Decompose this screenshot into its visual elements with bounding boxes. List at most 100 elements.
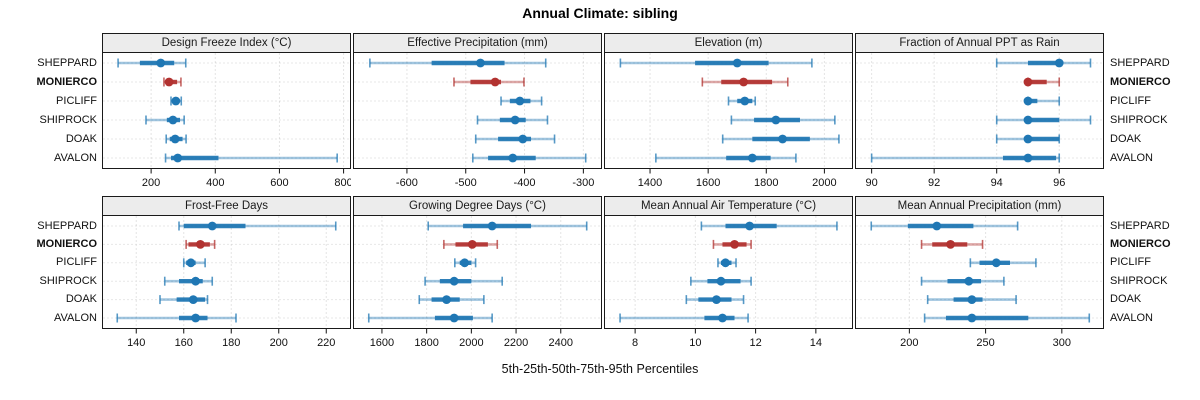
series-elevation-avalon xyxy=(655,153,797,163)
series-mean-annual-precipitation-monierco xyxy=(920,239,984,249)
x-tick-label: 140 xyxy=(127,337,145,349)
station-label-right-sheppard-row1: SHEPPARD xyxy=(1110,56,1170,69)
series-elevation-doak xyxy=(721,134,840,144)
station-label-right-shiprock-row2: SHIPROCK xyxy=(1110,274,1168,287)
series-design-freeze-index-monierco xyxy=(163,77,182,87)
x-tick-label: 1400 xyxy=(638,177,662,189)
x-tick-label: 200 xyxy=(142,177,160,189)
panel-plot-design-freeze-index: 200 400 600 800 xyxy=(102,52,351,189)
panel-fraction-of-annual-ppt-as-rain: Fraction of Annual PPT as Rain 90 92 94 96 xyxy=(855,33,1104,193)
x-tick-label: 180 xyxy=(222,337,240,349)
x-tick-label: 220 xyxy=(317,337,335,349)
series-fraction-of-annual-ppt-as-rain-sheppard xyxy=(995,58,1092,68)
x-tick-label: 160 xyxy=(175,337,193,349)
panel-plot-fraction-of-annual-ppt-as-rain: 90 92 94 96 xyxy=(855,52,1104,189)
station-label-left-sheppard-row1: SHEPPARD xyxy=(37,56,97,69)
x-tick-label: 2000 xyxy=(812,177,836,189)
series-growing-degree-days-shiprock xyxy=(424,276,503,286)
x-tick-label: 8 xyxy=(632,337,638,349)
station-label-left-doak-row2: DOAK xyxy=(65,293,97,306)
x-tick-label: 300 xyxy=(1053,337,1071,349)
x-tick-label: 200 xyxy=(270,337,288,349)
series-growing-degree-days-avalon xyxy=(367,313,493,323)
station-label-left-monierco-row1: MONIERCO xyxy=(36,75,98,88)
station-label-left-monierco-row2: MONIERCO xyxy=(36,237,98,250)
station-label-left-picliff-row1: PICLIFF xyxy=(56,94,97,107)
series-elevation-sheppard xyxy=(619,58,813,68)
panel-plot-elevation: 1400 1600 1800 2000 xyxy=(604,52,853,189)
x-tick-label: -400 xyxy=(514,177,536,189)
station-label-left-sheppard-row2: SHEPPARD xyxy=(37,219,97,232)
x-tick-label: 250 xyxy=(976,337,994,349)
x-tick-label: 400 xyxy=(206,177,224,189)
station-label-right-doak-row1: DOAK xyxy=(1110,132,1142,145)
series-mean-annual-precipitation-doak xyxy=(926,295,1017,305)
station-label-right-picliff-row2: PICLIFF xyxy=(1110,256,1151,269)
panel-plot-frost-free-days: 140 160 180 200 220 xyxy=(102,215,351,349)
station-label-left-shiprock-row1: SHIPROCK xyxy=(39,113,97,126)
series-mean-annual-air-temperature-monierco xyxy=(712,239,752,249)
series-frost-free-days-avalon xyxy=(116,313,237,323)
x-tick-label: 96 xyxy=(1053,177,1065,189)
series-mean-annual-air-temperature-avalon xyxy=(619,313,749,323)
series-mean-annual-precipitation-picliff xyxy=(969,258,1037,268)
x-tick-label: 94 xyxy=(991,177,1003,189)
series-fraction-of-annual-ppt-as-rain-picliff xyxy=(1023,96,1061,106)
series-mean-annual-air-temperature-shiprock xyxy=(690,276,752,286)
panel-effective-precipitation: Effective Precipitation (mm) -600 -500 -400… xyxy=(353,33,602,193)
station-label-right-monierco-row1: MONIERCO xyxy=(1110,75,1171,88)
station-label-left-avalon-row1: AVALON xyxy=(54,151,97,164)
station-label-right-shiprock-row1: SHIPROCK xyxy=(1110,113,1168,126)
panel-plot-effective-precipitation: -600 -500 -400 -300 xyxy=(353,52,602,189)
panel-strip-title: Design Freeze Index (°C) xyxy=(102,33,351,52)
station-label-left-shiprock-row2: SHIPROCK xyxy=(39,274,97,287)
series-elevation-monierco xyxy=(701,77,789,87)
series-design-freeze-index-sheppard xyxy=(117,58,187,68)
panel-strip-title: Mean Annual Air Temperature (°C) xyxy=(604,196,853,215)
station-label-right-monierco-row2: MONIERCO xyxy=(1110,237,1171,250)
x-tick-label: 1600 xyxy=(370,337,394,349)
figure-title: Annual Climate: sibling xyxy=(522,5,678,21)
series-fraction-of-annual-ppt-as-rain-doak xyxy=(995,134,1061,144)
series-effective-precipitation-shiprock xyxy=(476,115,549,125)
panel-elevation: Elevation (m) 1400 1600 1800 2000 xyxy=(604,33,853,193)
series-mean-annual-precipitation-shiprock xyxy=(920,276,1005,286)
series-frost-free-days-doak xyxy=(159,295,209,305)
x-tick-label: 600 xyxy=(270,177,288,189)
series-design-freeze-index-shiprock xyxy=(145,115,185,125)
station-label-right-avalon-row2: AVALON xyxy=(1110,311,1153,324)
panel-strip-title: Mean Annual Precipitation (mm) xyxy=(855,196,1104,215)
x-tick-label: 800 xyxy=(334,177,351,189)
series-effective-precipitation-doak xyxy=(474,134,556,144)
x-axis-caption: 5th-25th-50th-75th-95th Percentiles xyxy=(501,362,699,376)
series-growing-degree-days-sheppard xyxy=(427,221,588,231)
series-design-freeze-index-avalon xyxy=(164,153,338,163)
x-tick-label: 10 xyxy=(689,337,701,349)
series-growing-degree-days-monierco xyxy=(443,239,499,249)
x-tick-label: 2200 xyxy=(504,337,528,349)
x-tick-label: 2400 xyxy=(549,337,573,349)
x-tick-label: 14 xyxy=(810,337,822,349)
x-tick-label: 1800 xyxy=(754,177,778,189)
series-elevation-shiprock xyxy=(730,115,836,125)
series-fraction-of-annual-ppt-as-rain-monierco xyxy=(1023,77,1061,87)
x-tick-label: -300 xyxy=(572,177,594,189)
x-tick-label: 1800 xyxy=(414,337,438,349)
series-mean-annual-air-temperature-doak xyxy=(685,295,745,305)
series-mean-annual-precipitation-avalon xyxy=(923,313,1091,323)
station-label-left-avalon-row2: AVALON xyxy=(54,311,97,324)
x-tick-label: 90 xyxy=(866,177,878,189)
series-design-freeze-index-doak xyxy=(165,134,187,144)
series-effective-precipitation-monierco xyxy=(453,77,525,87)
series-effective-precipitation-picliff xyxy=(500,96,543,106)
series-elevation-picliff xyxy=(727,96,757,106)
panel-frost-free-days: Frost-Free Days 140 160 180 200 220 xyxy=(102,196,351,353)
series-frost-free-days-picliff xyxy=(182,258,206,268)
panel-mean-annual-air-temperature: Mean Annual Air Temperature (°C) 8 10 12 14 xyxy=(604,196,853,353)
x-tick-label: 12 xyxy=(749,337,761,349)
station-label-right-doak-row2: DOAK xyxy=(1110,293,1142,306)
panel-strip-title: Effective Precipitation (mm) xyxy=(353,33,602,52)
panel-plot-mean-annual-air-temperature: 8 10 12 14 xyxy=(604,215,853,349)
x-tick-label: 2000 xyxy=(459,337,483,349)
